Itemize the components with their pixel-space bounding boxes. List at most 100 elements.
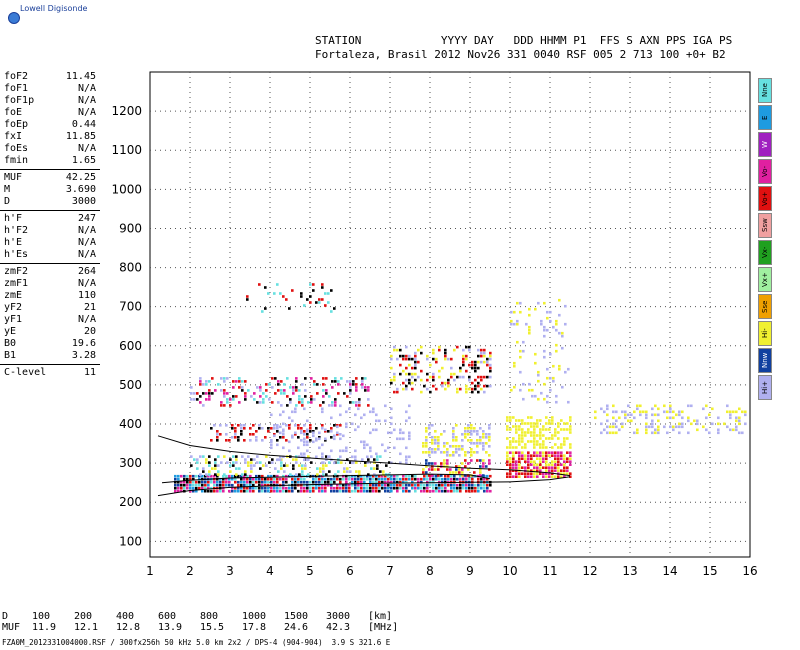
echo-point	[240, 430, 243, 433]
echo-point	[536, 469, 539, 472]
echo-point	[425, 442, 428, 445]
echo-point	[310, 401, 313, 404]
echo-point	[435, 486, 438, 490]
echo-point	[405, 345, 408, 349]
echo-point	[557, 451, 560, 454]
echo-point	[325, 377, 328, 380]
echo-point	[205, 380, 208, 383]
echo-point	[414, 489, 417, 493]
echo-point	[285, 486, 288, 490]
echo-point	[521, 472, 524, 475]
echo-point	[277, 383, 280, 386]
echo-point	[393, 345, 396, 349]
echo-point	[232, 455, 235, 458]
echo-point	[358, 398, 361, 401]
echo-point	[666, 431, 669, 435]
echo-point	[303, 480, 306, 484]
echo-point	[452, 471, 455, 474]
param-name: yF1	[4, 314, 23, 325]
echo-point	[306, 483, 309, 487]
echo-point	[479, 465, 482, 468]
echo-point	[310, 395, 313, 398]
echo-point	[246, 483, 249, 487]
echo-point	[249, 439, 252, 442]
echo-point	[696, 428, 699, 432]
echo-point	[199, 473, 202, 476]
echo-point	[483, 390, 486, 394]
echo-point	[486, 363, 489, 367]
echo-point	[489, 489, 492, 493]
echo-point	[334, 377, 337, 380]
echo-point	[542, 454, 545, 457]
echo-point	[446, 448, 449, 451]
echo-point	[328, 461, 331, 464]
echo-point	[450, 372, 453, 376]
echo-point	[300, 489, 303, 493]
echo-point	[339, 433, 342, 436]
echo-point	[219, 424, 222, 427]
echo-point	[558, 298, 561, 302]
echo-point	[477, 384, 480, 388]
echo-point	[298, 455, 301, 458]
echo-point	[304, 395, 307, 398]
echo-point	[291, 410, 294, 414]
echo-point	[279, 436, 282, 439]
echo-point	[428, 433, 431, 436]
echo-point	[515, 428, 518, 431]
echo-point	[261, 474, 264, 478]
echo-point	[378, 474, 381, 478]
echo-point	[569, 472, 572, 475]
echo-point	[318, 301, 321, 304]
echo-point	[681, 416, 684, 420]
echo-point	[256, 461, 259, 464]
trace-curve	[157, 435, 571, 477]
echo-point	[279, 455, 282, 459]
echo-point	[462, 360, 465, 364]
echo-point	[268, 461, 271, 464]
echo-point	[545, 472, 548, 475]
echo-point	[274, 467, 277, 470]
echo-point	[563, 463, 566, 466]
echo-point	[476, 459, 479, 462]
echo-point	[378, 480, 381, 484]
echo-point	[426, 480, 429, 484]
echo-point	[274, 392, 277, 395]
echo-point	[288, 307, 291, 310]
echo-point	[199, 401, 202, 404]
echo-point	[346, 380, 349, 383]
echo-point	[702, 407, 705, 411]
echo-point	[358, 401, 361, 404]
echo-point	[295, 404, 298, 407]
echo-point	[282, 455, 285, 459]
echo-point	[216, 480, 219, 484]
param-name: foE	[4, 107, 23, 118]
echo-point	[343, 467, 346, 470]
echo-point	[276, 427, 279, 430]
echo-point	[518, 425, 521, 428]
echo-point	[321, 424, 324, 427]
echo-point	[672, 425, 675, 429]
echo-point	[738, 419, 741, 423]
echo-point	[339, 437, 342, 441]
echo-point	[551, 419, 554, 422]
echo-point	[456, 345, 459, 349]
echo-point	[198, 477, 201, 481]
echo-point	[545, 446, 548, 449]
echo-point	[231, 474, 234, 478]
echo-point	[282, 436, 285, 439]
echo-point	[462, 477, 465, 481]
echo-point	[303, 452, 306, 456]
echo-point	[216, 474, 219, 478]
echo-point	[381, 486, 384, 490]
echo-point	[303, 443, 306, 447]
echo-point	[537, 379, 540, 383]
echo-point	[536, 443, 539, 446]
echo-point	[437, 442, 440, 445]
echo-point	[321, 452, 324, 456]
echo-point	[322, 470, 325, 473]
echo-point	[228, 474, 231, 478]
echo-point	[551, 469, 554, 472]
echo-point	[282, 410, 285, 414]
echo-point	[231, 436, 234, 439]
echo-point	[527, 460, 530, 463]
